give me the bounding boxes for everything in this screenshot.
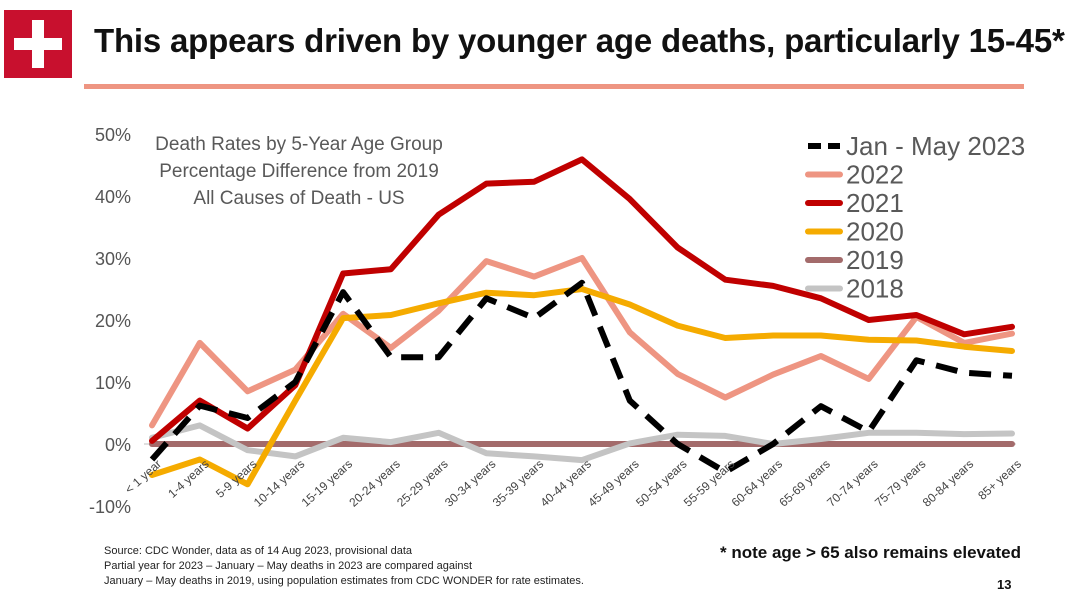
y-tick-label: -10% <box>89 497 131 517</box>
legend-label: 2022 <box>846 160 904 190</box>
legend-label: Jan - May 2023 <box>846 131 1025 161</box>
y-tick-label: 10% <box>95 373 131 393</box>
x-tick-label: 30-34 years <box>442 457 498 510</box>
legend-label: 2021 <box>846 188 904 218</box>
swiss-cross-icon <box>4 10 72 78</box>
source-line: Partial year for 2023 – January – May de… <box>104 560 473 572</box>
chart-title-line: Percentage Difference from 2019 <box>159 161 439 182</box>
legend-label: 2019 <box>846 245 904 275</box>
x-tick-label: 35-39 years <box>490 457 546 510</box>
x-tick-label: 40-44 years <box>538 457 594 510</box>
y-tick-label: 0% <box>105 435 131 455</box>
x-tick-label: 15-19 years <box>299 457 355 510</box>
legend-label: 2020 <box>846 217 904 247</box>
x-tick-label: 50-54 years <box>633 457 689 510</box>
chart-title-line: All Causes of Death - US <box>193 188 404 209</box>
series-line-2022 <box>149 255 1015 429</box>
page-number: 13 <box>997 577 1012 592</box>
source-line: January – May deaths in 2019, using popu… <box>104 575 584 587</box>
y-tick-label: 50% <box>95 125 131 145</box>
legend-label: 2018 <box>846 274 904 304</box>
title-underline <box>84 84 1024 89</box>
source-notes: Source: CDC Wonder, data as of 14 Aug 20… <box>104 544 584 589</box>
series-line-2018 <box>149 422 1015 464</box>
x-tick-label: 70-74 years <box>824 457 880 510</box>
x-tick-label: 45-49 years <box>585 457 641 510</box>
cross-horizontal-bar <box>14 38 62 50</box>
x-tick-label: < 1 year <box>122 457 164 497</box>
series-line-jan-may-2023 <box>149 279 1013 475</box>
source-line: Source: CDC Wonder, data as of 14 Aug 20… <box>104 545 412 557</box>
x-tick-label: 80-84 years <box>920 457 976 510</box>
x-tick-label: 75-79 years <box>872 457 928 510</box>
y-tick-label: 30% <box>95 249 131 269</box>
x-tick-label: 25-29 years <box>394 457 450 510</box>
y-tick-label: 20% <box>95 311 131 331</box>
y-tick-label: 40% <box>95 187 131 207</box>
series-line-2020 <box>149 286 1015 488</box>
x-tick-label: 85+ years <box>975 457 1024 503</box>
x-tick-label: 20-24 years <box>346 457 402 510</box>
x-tick-label: 65-69 years <box>776 457 832 510</box>
age-note: * note age > 65 also remains elevated <box>720 543 1021 562</box>
slide-title: This appears driven by younger age death… <box>94 22 1065 59</box>
chart-title-line: Death Rates by 5-Year Age Group <box>155 134 443 155</box>
